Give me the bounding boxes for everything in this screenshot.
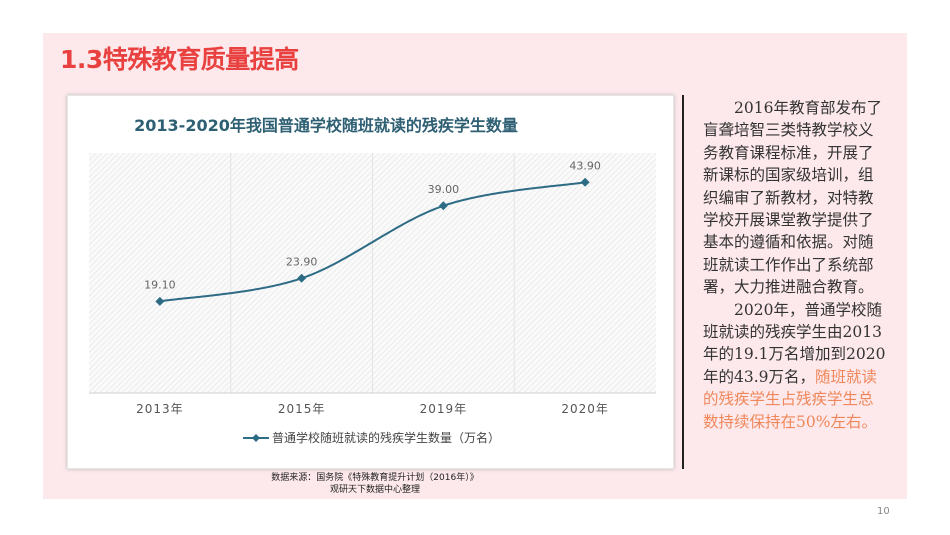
- data-label: 43.90: [569, 159, 601, 172]
- x-tick-label: 2020年: [561, 402, 609, 416]
- data-point-marker: [155, 296, 165, 306]
- legend-label: 普通学校随班就读的残疾学生数量（万名）: [272, 430, 500, 445]
- x-tick-label: 2015年: [278, 402, 326, 416]
- page-number: 10: [877, 506, 890, 517]
- series-line: [159, 181, 586, 303]
- x-tick-label: 2019年: [420, 402, 468, 416]
- paragraph-1: 2016年教育部发布了盲聋培智三类特教学校义务教育课程标准，开展了新课标的国家级…: [703, 99, 882, 297]
- chart-card: 2013-2020年我国普通学校随班就读的残疾学生数量 19.10 2013年 23…: [67, 95, 674, 469]
- data-label: 23.90: [286, 255, 318, 268]
- body-text: 2016年教育部发布了盲聋培智三类特教学校义务教育课程标准，开展了新课标的国家级…: [703, 97, 888, 433]
- x-tick-label: 2013年: [136, 402, 184, 416]
- paragraph-2-text: 2020年，普通学校随班就读的残疾学生由2013年的19.1万名增加到2020年…: [703, 300, 886, 386]
- line-chart: 2013-2020年我国普通学校随班就读的残疾学生数量 19.10 2013年 23…: [89, 116, 656, 445]
- source-line-1: 数据来源：国务院《特殊教育提升计划（2016年）》: [271, 473, 479, 483]
- divider: [682, 95, 684, 469]
- data-source: 数据来源：国务院《特殊教育提升计划（2016年）》 观研天下数据中心整理: [200, 472, 550, 496]
- source-line-2: 观研天下数据中心整理: [329, 485, 420, 495]
- highlight-text: 随班就读的残疾学生占残疾学生总数持续保持在50%左右。: [703, 367, 878, 431]
- slide-title: 1.3特殊教育质量提高: [60, 45, 299, 74]
- paragraph-2: 2020年，普通学校随班就读的残疾学生由2013年的19.1万名增加到2020年…: [703, 299, 888, 433]
- legend-marker: [252, 434, 260, 442]
- data-point-marker: [580, 177, 590, 187]
- data-label: 19.10: [144, 278, 176, 291]
- data-point-marker: [438, 201, 448, 211]
- chart-title: 2013-2020年我国普通学校随班就读的残疾学生数量: [134, 116, 518, 135]
- data-point-marker: [297, 273, 307, 283]
- data-label: 39.00: [428, 183, 460, 196]
